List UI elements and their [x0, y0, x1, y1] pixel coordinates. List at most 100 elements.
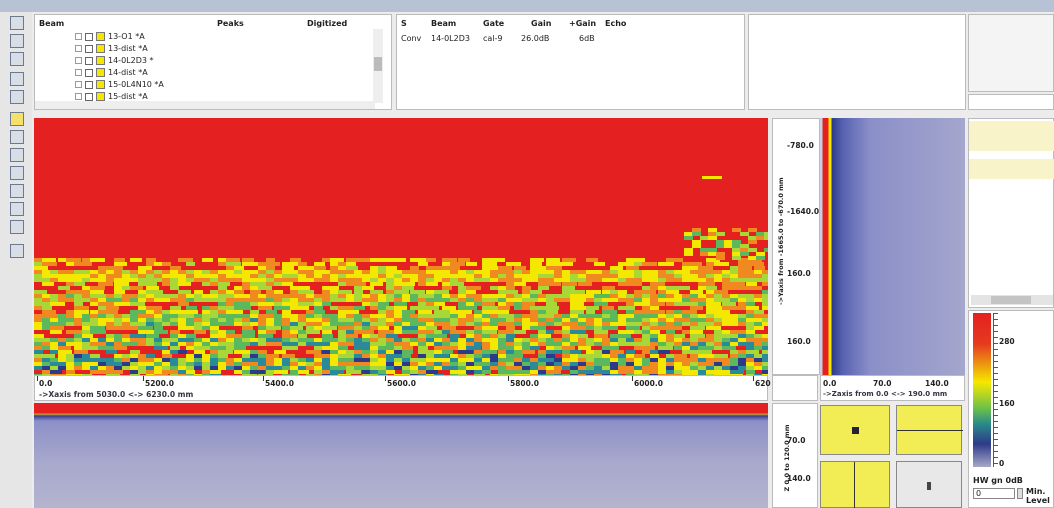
heatmap-cell — [346, 274, 358, 278]
beam-row[interactable]: 14-0L2D3 * — [75, 55, 154, 66]
heatmap-cell — [594, 358, 603, 362]
heatmap-cell — [474, 350, 483, 354]
heatmap-cell — [658, 346, 673, 350]
heatmap-cell — [274, 282, 285, 286]
expand-toggle[interactable] — [75, 81, 82, 88]
heatmap-cell — [386, 322, 397, 326]
heatmap-cell — [66, 342, 79, 346]
scroll-thumb[interactable] — [374, 57, 382, 71]
heatmap-cell — [114, 262, 127, 266]
heatmap-cell — [130, 314, 145, 318]
checkbox[interactable] — [85, 80, 93, 89]
heatmap-cell — [362, 298, 373, 302]
heatmap-cell — [458, 318, 472, 322]
tool-button[interactable] — [10, 220, 24, 234]
tool-button[interactable] — [10, 130, 24, 144]
expand-toggle[interactable] — [75, 93, 82, 100]
heatmap-cell — [738, 350, 749, 354]
heatmap-cell — [530, 294, 543, 298]
tool-button[interactable] — [10, 244, 24, 258]
heatmap-cell — [394, 366, 409, 370]
tool-button[interactable] — [10, 148, 24, 162]
heatmap-cell — [194, 346, 208, 350]
heatmap-cell — [394, 358, 404, 362]
expand-toggle[interactable] — [75, 69, 82, 76]
heatmap-cell — [346, 354, 355, 358]
tool-button[interactable] — [10, 112, 24, 126]
heatmap-cell — [338, 350, 350, 354]
expand-toggle[interactable] — [75, 33, 82, 40]
heatmap-cell — [250, 274, 263, 278]
tool-button[interactable] — [10, 166, 24, 180]
beam-row[interactable]: 15-dist *A — [75, 91, 148, 102]
heatmap-cell — [658, 334, 668, 338]
heatmap-cell — [434, 374, 444, 375]
checkbox[interactable] — [85, 68, 93, 77]
beam-row[interactable]: 14-dist *A — [75, 67, 148, 78]
tool-button[interactable] — [10, 202, 24, 216]
heatmap-cell — [706, 358, 715, 362]
heatmap-cell — [170, 342, 179, 346]
beam-row[interactable]: 13-dist *A — [75, 43, 148, 54]
heatmap-cell — [210, 346, 220, 350]
min-level-input[interactable]: 0 — [973, 488, 1015, 499]
heatmap-cell — [274, 322, 284, 326]
heatmap-cell — [322, 278, 336, 282]
heatmap-cell — [234, 290, 244, 294]
heatmap-cell — [282, 338, 292, 342]
heatmap-cell — [706, 302, 721, 306]
heatmap-cell — [90, 338, 105, 342]
gain-label: HW gn 0dB — [973, 476, 1023, 485]
heatmap-cell — [578, 334, 588, 338]
beam-row[interactable]: 15-0L4N10 *A — [75, 79, 164, 90]
heatmap-cell — [650, 310, 665, 314]
scrollbar[interactable] — [373, 29, 383, 103]
tool-button[interactable] — [10, 72, 24, 86]
beam-row[interactable]: 13-O1 *A — [75, 31, 145, 42]
checkbox[interactable] — [85, 44, 93, 53]
heatmap-cell — [602, 274, 611, 278]
h-scrollbar[interactable] — [35, 101, 375, 109]
heatmap-cell — [154, 278, 169, 282]
heatmap-cell — [250, 366, 261, 370]
expand-toggle[interactable] — [75, 45, 82, 52]
heatmap-cell — [314, 338, 323, 342]
heatmap-cell — [210, 298, 225, 302]
heatmap-cell — [330, 306, 345, 310]
heatmap-cell — [370, 306, 380, 310]
h-scrollbar[interactable] — [971, 295, 1053, 305]
heatmap-cell — [386, 342, 397, 346]
heatmap-cell — [466, 298, 480, 302]
heatmap-cell — [498, 278, 507, 282]
scroll-thumb[interactable] — [991, 296, 1031, 304]
heatmap-cell — [754, 366, 765, 370]
checkbox[interactable] — [85, 32, 93, 41]
heatmap-cell — [666, 374, 678, 375]
heatmap-cell — [394, 274, 403, 278]
checkbox[interactable] — [85, 92, 93, 101]
heatmap-cell — [746, 354, 759, 358]
heatmap-cell — [738, 278, 747, 282]
heatmap-cell — [498, 302, 511, 306]
tool-button[interactable] — [10, 184, 24, 198]
tool-button[interactable] — [10, 16, 24, 30]
heatmap-cell — [74, 282, 85, 286]
heatmap-cell — [370, 282, 383, 286]
heatmap-cell — [226, 278, 238, 282]
heatmap-cell — [578, 346, 591, 350]
heatmap-cell — [394, 346, 406, 350]
heatmap-cell — [346, 282, 359, 286]
heatmap-cell — [418, 370, 428, 374]
heatmap-cell — [690, 314, 700, 318]
checkbox[interactable] — [85, 56, 93, 65]
spinner[interactable] — [1017, 488, 1023, 499]
tool-button[interactable] — [10, 90, 24, 104]
heatmap-cell — [338, 262, 353, 266]
heatmap-cell — [450, 274, 464, 278]
tool-button[interactable] — [10, 34, 24, 48]
heatmap-cell — [186, 274, 196, 278]
heatmap-cell — [298, 362, 311, 366]
tool-button[interactable] — [10, 52, 24, 66]
heatmap-cell — [34, 314, 49, 318]
expand-toggle[interactable] — [75, 57, 82, 64]
